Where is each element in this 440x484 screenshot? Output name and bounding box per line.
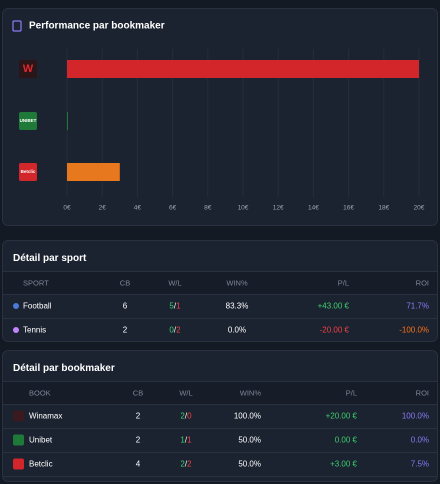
x-tick-label: 8€ [204,205,212,212]
cb: 2 [135,435,141,445]
losses: 1 [187,435,192,445]
y-tick-label: UNIBET [20,118,37,123]
icon [13,458,24,470]
column-header: CB [119,278,131,288]
table-title: Détail par sport [13,253,87,264]
wins: 2 [180,459,185,469]
table-row: Football 6 5/1 83.3% +43.00 € 71.7% [3,294,437,319]
sep: / [184,411,188,421]
icon [13,410,24,422]
pl: 0.00 € [334,435,357,445]
table-header: BOOK CB W/L WIN% P/L ROI [3,381,437,405]
roi: -100.0% [399,325,429,335]
sep: / [184,459,188,469]
column-header: ROI [415,388,429,398]
column-header: P/L [337,278,349,288]
column-header: W/L [179,388,193,398]
column-header: P/L [345,388,357,398]
wl: 2/2 [180,460,191,469]
cb: 4 [135,459,141,469]
roi: 0.0% [410,435,429,445]
logo [19,112,37,130]
roi: 100.0% [401,411,429,421]
icon [13,303,19,309]
x-tick-label: 18€ [378,205,389,212]
losses: 1 [176,301,181,311]
table-row: Betclic 4 2/2 50.0% +3.00 € 7.5% [3,452,437,477]
chart-card: Performance par bookmaker 0€ 2€ 4€ 6€ 8€ 10€ 1… [2,8,438,226]
bar [67,60,419,78]
x-tick-label: 0€ [63,205,71,212]
y-tick-label: Betclic [21,169,36,174]
losses: 2 [176,325,181,335]
cb: 2 [135,411,141,421]
cb: 2 [122,325,128,335]
icon [13,434,24,446]
table-row: Unibet 2 1/1 50.0% 0.00 € 0.0% [3,428,437,453]
logo [19,60,37,78]
x-tick-label: 12€ [273,205,284,212]
losses: 2 [187,459,192,469]
column-header: CB [132,388,144,398]
wl: 0/2 [169,326,180,335]
wins: 1 [180,435,185,445]
column-header: WIN% [239,388,261,398]
name: Betclic [29,459,53,469]
icon [12,20,22,32]
bar [67,163,120,181]
y-tick-label: W [23,63,34,75]
name: Winamax [29,411,63,421]
cb: 6 [122,301,128,311]
sep: / [173,301,177,311]
x-tick-label: 10€ [238,205,249,212]
column-header: W/L [168,278,182,288]
win: 83.3% [225,301,249,311]
x-tick-label: 4€ [134,205,142,212]
column-header: ROI [415,278,429,288]
name: Unibet [29,435,53,445]
pl: -20.00 € [319,325,349,335]
table-row: Tennis 2 0/2 0.0% -20.00 € -100.0% [3,318,437,341]
roi: 7.5% [410,459,429,469]
x-tick-label: 14€ [308,205,319,212]
chart: Performance par bookmaker 0€ 2€ 4€ 6€ 8€ 10€ 1… [12,20,425,212]
name: Football [23,301,52,311]
wins: 5 [169,301,174,311]
wl: 1/1 [180,436,191,445]
x-tick-label: 20€ [414,205,425,212]
column-header: SPORT [23,278,49,288]
x-tick-label: 16€ [343,205,354,212]
book-card: Détail par bookmaker BOOK CB W/L WIN% P/L ROI W… [2,350,438,482]
sport-card: Détail par sport SPORT CB W/L WIN% P/L ROI Foot… [2,240,438,342]
roi: 71.7% [406,301,429,311]
chart-title: Performance par bookmaker [29,21,165,32]
table-header: SPORT CB W/L WIN% P/L ROI [3,271,437,295]
icon [13,327,19,333]
sep: / [184,435,188,445]
losses: 0 [187,411,192,421]
x-tick-label: 6€ [169,205,177,212]
column-header: BOOK [29,388,51,398]
pl: +43.00 € [317,301,349,311]
pl: +3.00 € [330,459,357,469]
name: Tennis [23,325,47,335]
table-title: Détail par bookmaker [13,363,115,374]
x-tick-label: 2€ [99,205,107,212]
sep: / [173,325,177,335]
wins: 0 [169,325,174,335]
table-row: Winamax 2 2/0 100.0% +20.00 €100.0% [3,404,437,429]
win: 0.0% [227,325,247,335]
logo [19,163,37,181]
wl: 5/1 [169,302,180,311]
win: 50.0% [238,435,261,445]
win: 50.0% [238,459,261,469]
column-header: WIN% [226,278,248,288]
win: 100.0% [233,411,261,421]
wl: 2/0 [180,412,191,421]
wins: 2 [180,411,185,421]
bar [67,112,68,130]
pl: +20.00 € [325,411,357,421]
